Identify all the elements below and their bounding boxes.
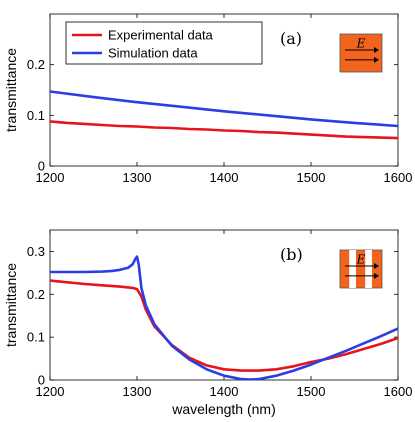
legend-entry: Experimental data xyxy=(108,28,214,43)
x-tick-label: 1400 xyxy=(210,170,239,185)
field-label: E xyxy=(356,37,366,51)
panel-b: 1200 1300 1400 1500 1600 0 0.1 0.2 0.3 transmitta… xyxy=(3,229,413,417)
arrowhead-icon xyxy=(374,262,379,269)
inset-stripe xyxy=(349,250,356,288)
legend-box xyxy=(65,21,263,65)
polarization-inset: E xyxy=(339,249,383,289)
inset-background xyxy=(339,33,383,73)
x-tick-label: 1200 xyxy=(36,384,65,399)
x-tick-label: 1500 xyxy=(297,384,326,399)
panel-a: 1200 1300 1400 1500 1600 0 0.1 0.2 transmittance… xyxy=(3,13,413,185)
inset-background xyxy=(339,249,383,289)
x-tick-label: 1200 xyxy=(36,170,65,185)
y-tick-label: 0.2 xyxy=(27,287,45,302)
y-tick-label: 0.2 xyxy=(27,57,45,72)
polarization-inset: E xyxy=(339,33,383,73)
y-tick-label: 0.1 xyxy=(27,108,45,123)
legend: Experimental data Simulation data xyxy=(65,21,263,65)
panel-label: (a) xyxy=(280,29,302,48)
y-tick-label: 0 xyxy=(38,159,45,174)
panel-label: (b) xyxy=(280,245,303,264)
y-axis-label: transmittance xyxy=(3,48,19,132)
x-tick-label: 1400 xyxy=(210,384,239,399)
x-tick-label: 1500 xyxy=(297,170,326,185)
inset-stripe xyxy=(365,250,372,288)
arrowhead-icon xyxy=(374,272,379,279)
y-tick-label: 0 xyxy=(38,373,45,388)
arrowhead-icon xyxy=(374,56,379,63)
simulation-series-line xyxy=(50,90,398,128)
x-axis-label: wavelength (nm) xyxy=(171,401,276,417)
x-tick-label: 1300 xyxy=(123,384,152,399)
experimental-series-line xyxy=(50,120,398,140)
field-label: E xyxy=(356,253,366,267)
y-axis-label: transmittance xyxy=(3,263,19,347)
x-tick-label: 1600 xyxy=(384,170,413,185)
simulation-series-line xyxy=(50,255,398,380)
arrowhead-icon xyxy=(374,46,379,53)
x-tick-label: 1300 xyxy=(123,170,152,185)
y-tick-label: 0.3 xyxy=(27,244,45,259)
x-tick-label: 1600 xyxy=(384,384,413,399)
experimental-series-line xyxy=(50,279,398,372)
legend-entry: Simulation data xyxy=(108,46,198,61)
y-tick-label: 0.1 xyxy=(27,330,45,345)
